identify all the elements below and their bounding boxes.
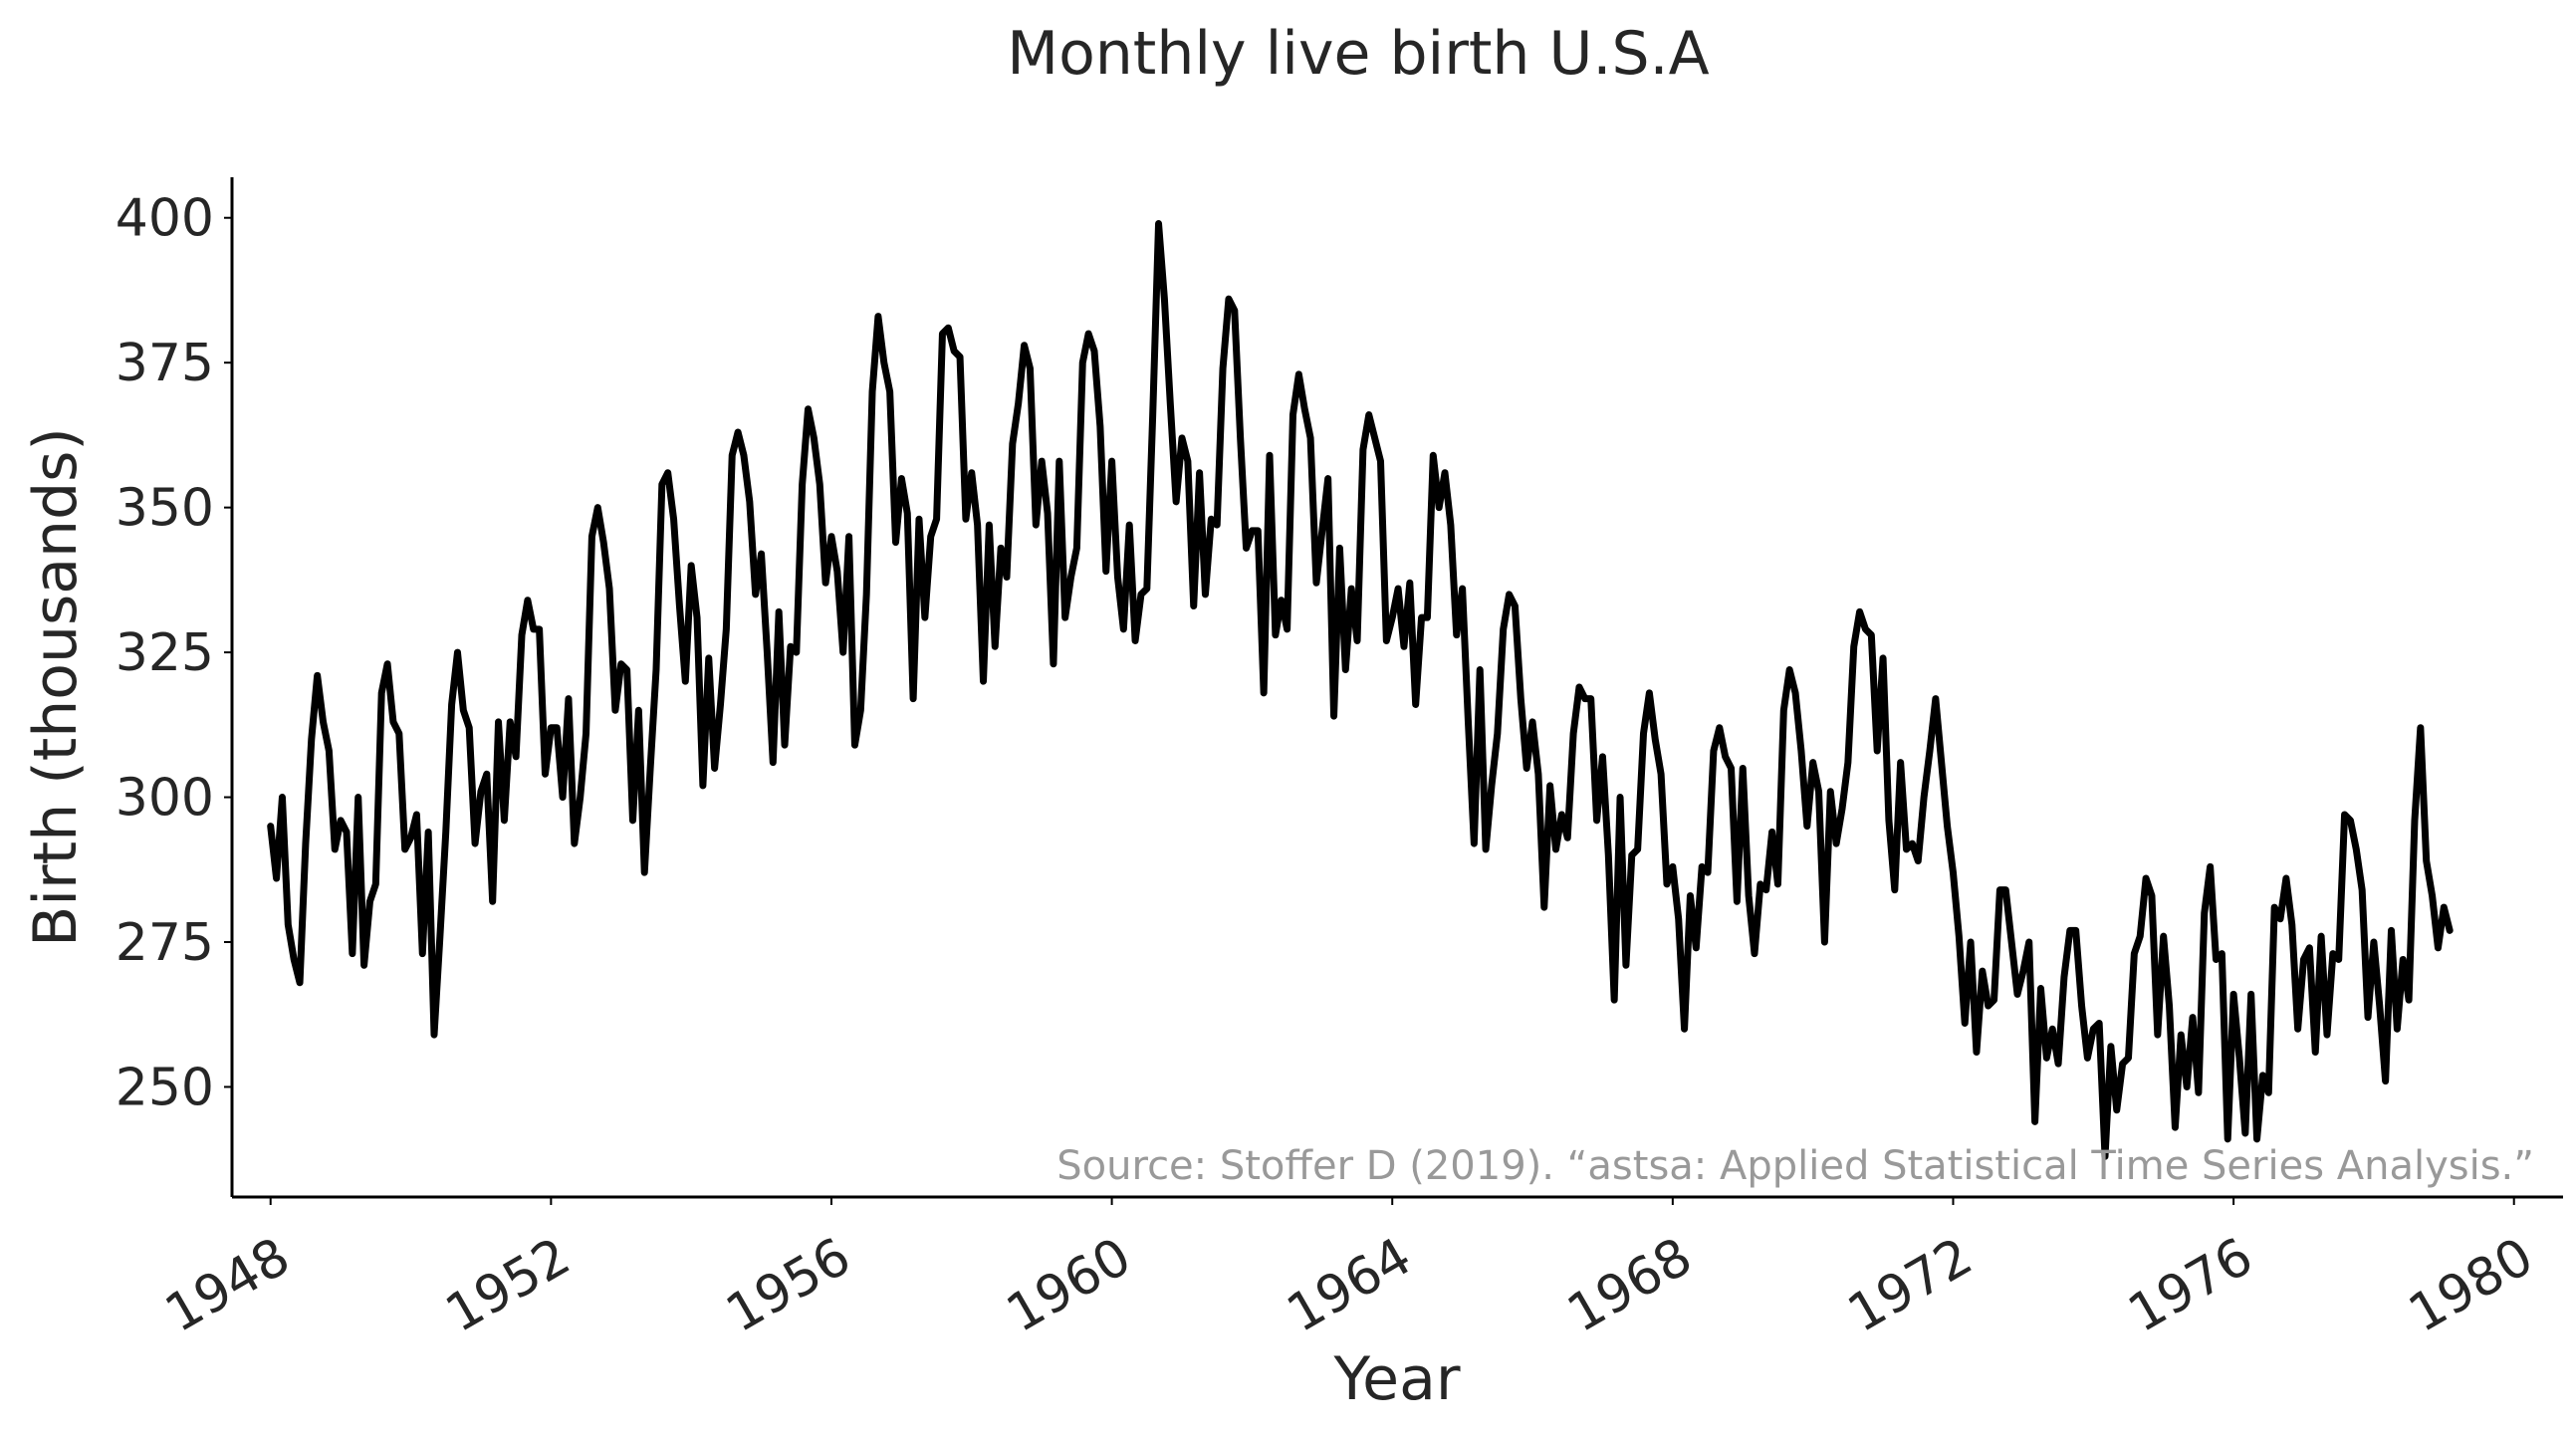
y-tick-label: 300 xyxy=(116,769,214,829)
x-tick-label: 1964 xyxy=(1278,1227,1422,1344)
x-tick-label: 1952 xyxy=(436,1227,581,1344)
x-tick-label: 1956 xyxy=(717,1227,861,1344)
chart-title: Monthly live birth U.S.A xyxy=(1007,19,1709,89)
x-axis-label: Year xyxy=(1332,1344,1460,1414)
x-tick-label: 1948 xyxy=(155,1227,300,1344)
y-axis-label: Birth (thousands) xyxy=(21,427,91,947)
x-tick-label: 1972 xyxy=(1838,1227,1983,1344)
y-tick-label: 375 xyxy=(116,334,214,393)
x-axis-ticks: 1948 1952 1956 1960 1964 1968 1972 1976 1980 xyxy=(155,1197,2543,1344)
series-line xyxy=(267,220,2454,1160)
y-axis-ticks: 250 275 300 325 350 375 400 xyxy=(116,189,232,1117)
x-tick-label: 1980 xyxy=(2399,1227,2543,1344)
y-tick-label: 350 xyxy=(116,479,214,539)
y-tick-label: 400 xyxy=(116,189,214,249)
x-tick-label: 1976 xyxy=(2119,1227,2263,1344)
y-tick-label: 250 xyxy=(116,1058,214,1117)
x-tick-label: 1960 xyxy=(997,1227,1141,1344)
x-tick-label: 1968 xyxy=(1558,1227,1703,1344)
source-note: Source: Stoffer D (2019). “astsa: Applie… xyxy=(1056,1143,2534,1189)
y-tick-label: 275 xyxy=(116,913,214,973)
y-tick-label: 325 xyxy=(116,623,214,683)
